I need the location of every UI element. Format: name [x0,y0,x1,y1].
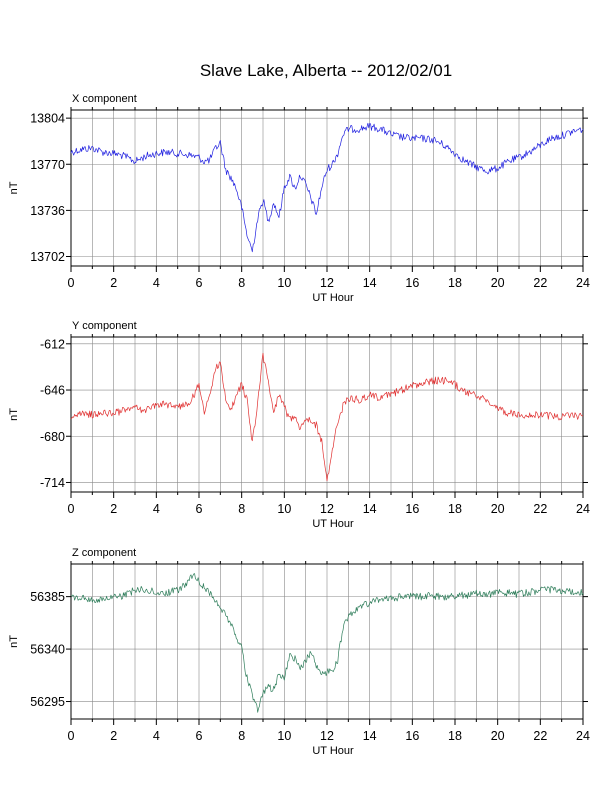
x-tick-label: 6 [196,502,203,516]
data-series-line [70,122,584,253]
x-tick-label: 16 [405,502,419,516]
x-tick-label: 12 [320,729,334,743]
y-tick-label: 13702 [30,250,65,264]
x-tick-label: 12 [320,276,334,290]
x-tick-label: 4 [153,502,160,516]
data-series-line [70,573,584,713]
x-tick-label: 14 [363,276,377,290]
y-tick-label: 56295 [30,695,65,709]
panel-label: Z component [72,547,136,559]
chart-title: Slave Lake, Alberta -- 2012/02/01 [200,61,452,80]
x-tick-label: 10 [277,276,291,290]
x-tick-label: 18 [448,502,462,516]
y-tick-label: 56340 [30,643,65,657]
x-tick-label: 20 [491,729,505,743]
x-tick-label: 16 [405,729,419,743]
x-tick-label: 14 [363,729,377,743]
x-tick-label: 6 [196,276,203,290]
y-tick-label: 13736 [30,204,65,218]
x-tick-label: 20 [491,502,505,516]
x-tick-label: 22 [533,729,547,743]
x-axis-label: UT Hour [312,292,354,304]
x-tick-label: 22 [533,502,547,516]
panel-label: Y component [72,320,137,332]
y-tick-label: -646 [40,384,65,398]
x-tick-label: 18 [448,729,462,743]
y-axis-label: nT [8,635,20,648]
x-tick-label: 20 [491,276,505,290]
y-tick-label: 13804 [30,112,65,126]
x-tick-label: 4 [153,729,160,743]
data-series-line [70,352,583,482]
y-axis-label: nT [8,181,20,194]
y-tick-label: -612 [40,337,65,351]
x-tick-label: 24 [576,502,590,516]
y-tick-label: 56385 [30,590,65,604]
x-tick-label: 0 [68,729,75,743]
x-tick-label: 24 [576,729,590,743]
x-tick-label: 0 [68,502,75,516]
x-tick-label: 12 [320,502,334,516]
y-tick-label: -680 [40,430,65,444]
x-tick-label: 24 [576,276,590,290]
x-tick-label: 6 [196,729,203,743]
x-tick-label: 2 [110,729,117,743]
x-tick-label: 4 [153,276,160,290]
panel-label: X component [72,93,137,105]
x-tick-label: 2 [110,276,117,290]
y-axis-label: nT [8,408,20,421]
x-tick-label: 16 [405,276,419,290]
y-tick-label: 13770 [30,158,65,172]
x-tick-label: 2 [110,502,117,516]
y-tick-label: -714 [40,476,65,490]
x-tick-label: 8 [238,276,245,290]
x-axis-label: UT Hour [312,745,354,757]
x-tick-label: 14 [363,502,377,516]
x-tick-label: 10 [277,729,291,743]
x-tick-label: 8 [238,729,245,743]
x-tick-label: 0 [68,276,75,290]
x-tick-label: 10 [277,502,291,516]
x-tick-label: 22 [533,276,547,290]
x-tick-label: 18 [448,276,462,290]
x-tick-label: 8 [238,502,245,516]
x-axis-label: UT Hour [312,518,354,530]
